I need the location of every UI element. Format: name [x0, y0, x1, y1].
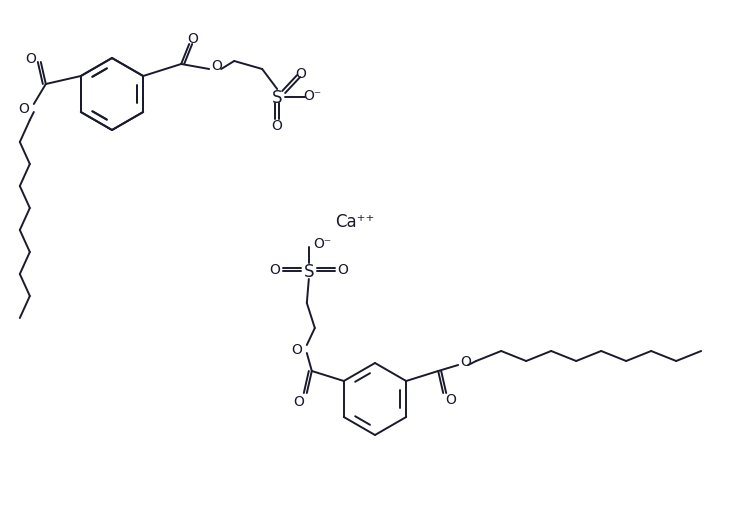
Text: O: O [338, 263, 348, 276]
Text: O: O [294, 394, 305, 408]
Text: O: O [272, 119, 283, 133]
Text: O⁻: O⁻ [313, 236, 332, 250]
Text: Ca⁺⁺: Ca⁺⁺ [335, 213, 374, 231]
Text: O: O [188, 32, 199, 46]
Text: O: O [18, 102, 29, 116]
Text: O⁻: O⁻ [303, 89, 321, 103]
Text: O: O [446, 392, 457, 406]
Text: S: S [304, 263, 314, 280]
Text: O: O [269, 263, 280, 276]
Text: S: S [272, 89, 283, 107]
Text: O: O [26, 52, 36, 66]
Text: O: O [461, 355, 472, 368]
Text: O: O [211, 59, 222, 73]
Text: O: O [296, 67, 307, 81]
Text: O: O [291, 342, 302, 357]
